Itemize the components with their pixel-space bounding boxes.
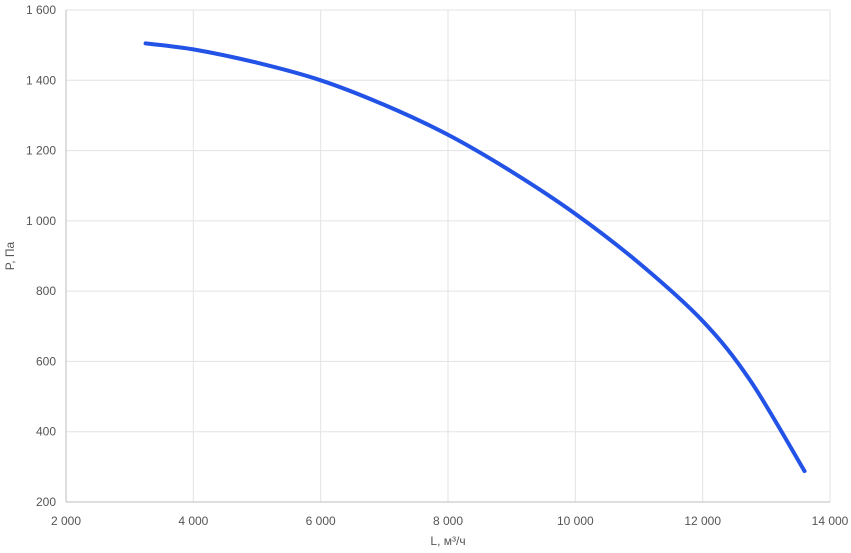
y-tick-label: 600 — [36, 354, 56, 368]
series-line — [143, 41, 807, 474]
y-tick-label: 800 — [36, 284, 56, 298]
y-tick-label: 200 — [36, 495, 56, 509]
x-axis-title: L, м³/ч — [430, 534, 465, 548]
tick-labels: 2 000 4 000 6 000 8 000 10 000 12 000 14 000 20… — [26, 3, 849, 528]
y-tick-label: 1 600 — [26, 3, 56, 17]
x-tick-label: 2 000 — [51, 514, 81, 528]
axes — [65, 10, 830, 503]
y-axis-title: P, Па — [3, 241, 17, 270]
grid — [65, 9, 831, 503]
x-tick-label: 10 000 — [557, 514, 594, 528]
y-tick-label: 1 400 — [26, 73, 56, 87]
x-tick-label: 4 000 — [178, 514, 208, 528]
x-tick-label: 8 000 — [433, 514, 463, 528]
y-tick-label: 400 — [36, 425, 56, 439]
y-tick-label: 1 000 — [26, 214, 56, 228]
x-tick-label: 14 000 — [812, 514, 849, 528]
x-tick-label: 6 000 — [306, 514, 336, 528]
series-layer — [143, 41, 807, 474]
x-tick-label: 12 000 — [684, 514, 721, 528]
y-tick-label: 1 200 — [26, 144, 56, 158]
